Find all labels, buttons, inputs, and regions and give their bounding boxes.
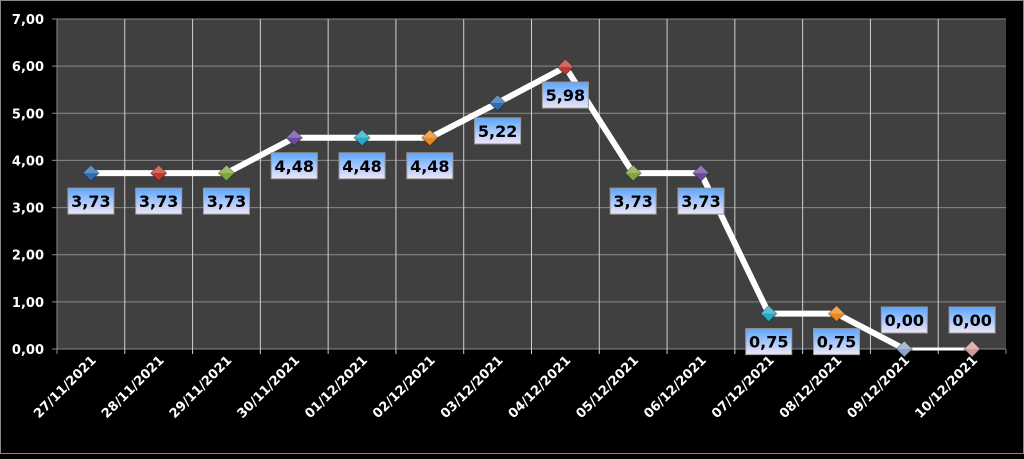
y-tick-label: 0,00 bbox=[12, 343, 44, 358]
data-label-box bbox=[406, 152, 454, 180]
y-tick-label: 5,00 bbox=[12, 107, 44, 122]
series-line-segment bbox=[494, 64, 569, 106]
x-tick-label: 05/12/2021 bbox=[574, 353, 642, 421]
data-point-marker bbox=[624, 164, 642, 182]
x-tick-label: 28/11/2021 bbox=[99, 353, 167, 421]
data-label: 3,73 bbox=[207, 192, 246, 211]
series-line-segment bbox=[426, 99, 501, 141]
x-tick-label: 09/12/2021 bbox=[845, 353, 913, 421]
marker-highlight bbox=[828, 305, 845, 314]
marker-highlight bbox=[964, 341, 981, 349]
y-tick-label: 4,00 bbox=[12, 154, 44, 169]
data-label: 0,00 bbox=[885, 311, 924, 330]
data-label: 0,75 bbox=[817, 333, 856, 352]
data-label: 3,73 bbox=[139, 192, 178, 211]
marker-highlight bbox=[896, 341, 913, 349]
data-label-box bbox=[948, 306, 996, 334]
data-point-marker bbox=[353, 129, 371, 147]
x-tick-label: 04/12/2021 bbox=[506, 353, 574, 421]
x-tick-label: 03/12/2021 bbox=[438, 353, 506, 421]
marker-highlight bbox=[150, 165, 167, 174]
x-tick-label: 07/12/2021 bbox=[709, 353, 777, 421]
x-tick-label: 27/11/2021 bbox=[31, 353, 99, 421]
marker-highlight bbox=[82, 165, 99, 174]
data-point-marker bbox=[556, 58, 575, 76]
data-point-marker bbox=[963, 340, 981, 358]
marker-highlight bbox=[557, 59, 574, 68]
data-label: 5,98 bbox=[546, 86, 585, 105]
x-tick-label: 01/12/2021 bbox=[302, 353, 370, 421]
marker-highlight bbox=[421, 129, 438, 138]
data-label-box bbox=[202, 187, 250, 215]
data-point-marker bbox=[217, 164, 236, 182]
data-label-box bbox=[880, 306, 928, 334]
data-label-box bbox=[135, 187, 183, 215]
data-label-box bbox=[474, 117, 522, 145]
data-label: 0,00 bbox=[952, 311, 991, 330]
data-label: 5,22 bbox=[478, 122, 517, 141]
x-tick-label: 10/12/2021 bbox=[912, 353, 980, 421]
data-label-box bbox=[338, 152, 386, 180]
data-label: 4,48 bbox=[342, 157, 381, 176]
data-label-box bbox=[677, 187, 725, 215]
data-point-marker bbox=[285, 129, 303, 147]
data-point-marker bbox=[82, 164, 100, 182]
y-tick-label: 6,00 bbox=[12, 60, 44, 75]
y-tick-label: 2,00 bbox=[12, 249, 44, 264]
data-point-marker bbox=[895, 340, 914, 358]
data-label: 3,73 bbox=[681, 192, 720, 211]
data-label-box bbox=[813, 328, 861, 356]
y-tick-label: 7,00 bbox=[12, 13, 44, 28]
data-point-marker bbox=[692, 164, 710, 182]
data-point-marker bbox=[149, 164, 168, 182]
data-label-box bbox=[67, 187, 115, 215]
data-label: 4,48 bbox=[275, 157, 314, 176]
x-tick-label: 08/12/2021 bbox=[777, 353, 845, 421]
marker-highlight bbox=[489, 94, 506, 103]
marker-highlight bbox=[286, 129, 303, 138]
data-label: 0,75 bbox=[749, 333, 788, 352]
data-label: 3,73 bbox=[613, 192, 652, 211]
data-point-marker bbox=[760, 304, 778, 323]
y-tick-label: 3,00 bbox=[12, 202, 44, 217]
data-point-marker bbox=[488, 94, 507, 112]
y-tick-label: 1,00 bbox=[12, 296, 44, 311]
data-label-box bbox=[609, 187, 657, 215]
x-tick-label: 29/11/2021 bbox=[167, 353, 235, 421]
data-label-box bbox=[745, 328, 793, 356]
marker-highlight bbox=[692, 165, 709, 174]
marker-highlight bbox=[354, 129, 371, 138]
x-tick-label: 02/12/2021 bbox=[370, 353, 438, 421]
marker-highlight bbox=[218, 165, 235, 174]
data-point-marker bbox=[827, 304, 846, 323]
data-label-box bbox=[270, 152, 318, 180]
series-line-segment bbox=[223, 134, 298, 177]
data-point-marker bbox=[421, 129, 439, 147]
data-label: 3,73 bbox=[71, 192, 110, 211]
data-label-box bbox=[541, 81, 589, 109]
series-line-segment bbox=[833, 310, 908, 352]
data-label: 4,48 bbox=[410, 157, 449, 176]
marker-highlight bbox=[760, 305, 777, 314]
x-tick-label: 06/12/2021 bbox=[641, 353, 709, 421]
marker-highlight bbox=[625, 165, 642, 174]
x-tick-label: 30/11/2021 bbox=[235, 353, 303, 421]
